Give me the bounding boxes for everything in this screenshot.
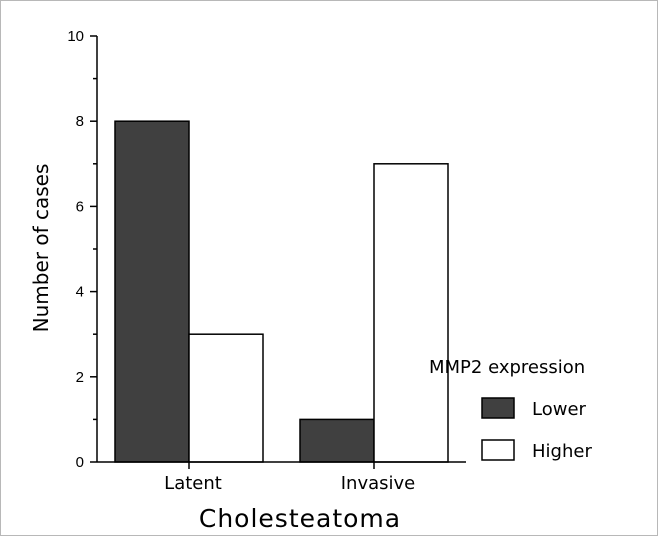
bar-latent-higher	[188, 333, 264, 463]
bar-invasive-lower	[299, 418, 375, 463]
y-tick-label: 2	[76, 369, 84, 386]
y-tick-label: 6	[76, 198, 84, 215]
y-tick-label: 8	[76, 113, 84, 130]
legend: MMP2 expression Lower Higher	[429, 357, 592, 462]
y-ticks-group: 0 2 4 6 8 10	[67, 28, 97, 471]
legend-title: MMP2 expression	[429, 357, 585, 378]
legend-swatch-lower	[481, 397, 515, 419]
x-labels-group: Latent Invasive	[164, 462, 415, 494]
x-axis-title: Cholesteatoma	[199, 504, 401, 533]
legend-swatch-higher	[481, 439, 515, 461]
bar-latent-lower	[114, 120, 190, 463]
y-tick-label: 4	[76, 284, 84, 301]
bar-invasive-higher	[373, 163, 449, 463]
x-tick-label: Latent	[164, 473, 222, 494]
y-tick-label: 0	[76, 454, 84, 471]
y-axis-title: Number of cases	[29, 164, 53, 333]
legend-label-higher: Higher	[532, 441, 592, 462]
y-tick-label: 10	[67, 28, 84, 45]
bars-group	[114, 120, 449, 463]
legend-label-lower: Lower	[532, 399, 587, 420]
x-tick-label: Invasive	[341, 473, 416, 494]
